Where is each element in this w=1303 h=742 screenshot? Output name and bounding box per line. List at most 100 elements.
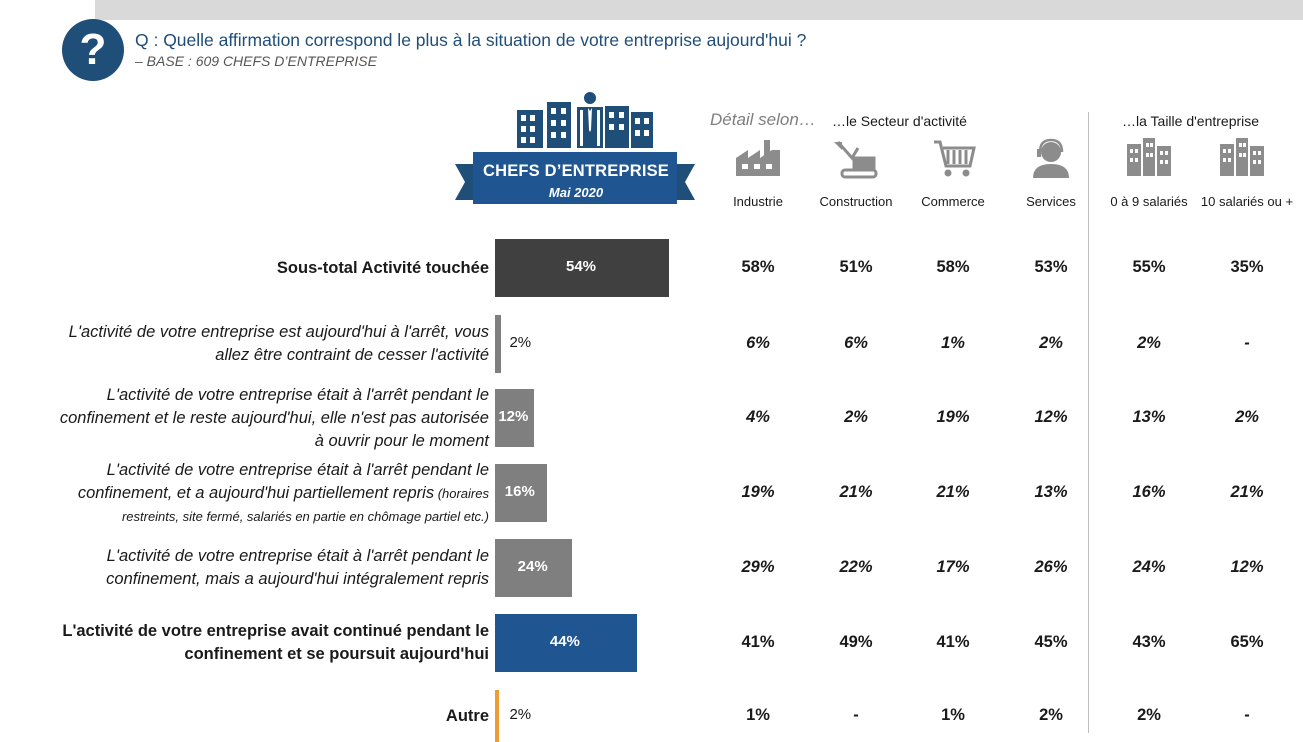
row-label: L'activité de votre entreprise était à l… <box>0 384 489 453</box>
bar-value-label: 2% <box>509 334 532 351</box>
row-label-line: L'activité de votre entreprise est aujou… <box>68 323 489 341</box>
shopping-cart-icon <box>934 140 976 177</box>
group-sector-label: …le Secteur d'activité <box>832 113 967 129</box>
table-cell: 2% <box>1039 334 1063 352</box>
table-cell: 1% <box>941 706 965 724</box>
badge-title: CHEFS D’ENTREPRISE <box>482 162 670 180</box>
bar <box>495 464 547 522</box>
headset-person-icon <box>1033 138 1069 178</box>
table-cell: 2% <box>1137 334 1161 352</box>
table-cell: 13% <box>1034 483 1068 501</box>
column-header-small-size: 0 à 9 salariés <box>1110 194 1188 209</box>
excavator-icon <box>834 141 878 179</box>
column-header-industrie: Industrie <box>733 194 783 209</box>
bar <box>495 389 534 447</box>
table-cell: 35% <box>1230 258 1264 276</box>
row-label-line: L'activité de votre entreprise avait con… <box>62 622 489 640</box>
table-cell: 2% <box>844 408 868 426</box>
table-cell: 58% <box>936 258 970 276</box>
bar-value-label: 54% <box>566 258 597 275</box>
table-cell: 26% <box>1034 558 1068 576</box>
building-icon <box>1127 138 1171 176</box>
table-cell: 41% <box>741 633 775 651</box>
bar-value-label: 44% <box>549 633 580 650</box>
column-header-commerce: Commerce <box>921 194 985 209</box>
table-cell: 41% <box>936 633 970 651</box>
row-label: L'activité de votre entreprise est aujou… <box>0 321 489 367</box>
bar-value-label: 24% <box>517 558 548 575</box>
table-cell: 17% <box>936 558 970 576</box>
badge-subtitle: Mai 2020 <box>548 185 604 200</box>
row-label-line: à ouvrir pour le moment <box>314 431 489 450</box>
row-label: L'activité de votre entreprise était à l… <box>0 545 489 591</box>
detail-label: Détail selon… <box>710 110 816 129</box>
table-cell: 22% <box>839 558 873 576</box>
table-cell: 1% <box>941 334 965 352</box>
table-cell: 2% <box>1137 706 1161 724</box>
row-label: L'activité de votre entreprise avait con… <box>0 620 489 666</box>
table-cell: 19% <box>741 483 775 501</box>
row-label-line: confinement, mais a aujourd'hui intégral… <box>106 570 489 588</box>
table-cell: 6% <box>844 334 868 352</box>
question-mark-icon: ? <box>62 19 124 81</box>
bar-value-label: 16% <box>504 483 535 500</box>
table-cell: 6% <box>746 334 770 352</box>
column-header-services: Services <box>1026 194 1076 209</box>
table-cell: 21% <box>839 483 873 501</box>
table-cell: 58% <box>741 258 775 276</box>
bar-value-label: 2% <box>509 706 532 723</box>
factory-icon <box>736 140 780 176</box>
table-cell: 51% <box>839 258 873 276</box>
table-cell: 29% <box>741 558 775 576</box>
bar-value-label: 12% <box>498 408 529 425</box>
table-cell: 4% <box>746 408 770 426</box>
table-cell: 55% <box>1132 258 1166 276</box>
bar <box>495 690 499 742</box>
table-cell: - <box>1244 334 1250 352</box>
bar <box>495 239 669 297</box>
table-cell: 2% <box>1039 706 1063 724</box>
table-cell: 21% <box>1230 483 1264 501</box>
column-separator <box>1088 112 1089 733</box>
table-cell: - <box>1244 706 1250 724</box>
table-cell: 24% <box>1132 558 1166 576</box>
table-cell: 21% <box>936 483 970 501</box>
row-label-line: Autre <box>445 706 489 725</box>
bar <box>495 539 573 597</box>
table-cell: 45% <box>1034 633 1068 651</box>
bar <box>495 315 502 373</box>
base-text: – BASE : 609 CHEFS D’ENTREPRISE <box>135 53 377 69</box>
question-text: Q : Quelle affirmation correspond le plu… <box>135 30 807 50</box>
row-label: Autre <box>0 705 489 728</box>
row-label: Sous-total Activité touchée <box>0 257 489 280</box>
table-cell: 49% <box>839 633 873 651</box>
table-cell: 13% <box>1132 408 1166 426</box>
row-label-note: (horaires <box>434 485 489 501</box>
table-cell: 19% <box>936 408 970 426</box>
row-label-note: restreints, site fermé, salariés en part… <box>121 508 489 524</box>
building-icon <box>1220 138 1264 176</box>
table-cell: 2% <box>1235 408 1259 426</box>
business-building-icon <box>455 92 695 204</box>
column-header-construction: Construction <box>819 194 893 209</box>
row-label-line: confinement, et a aujourd'hui partiellem… <box>77 483 435 502</box>
table-cell: 53% <box>1034 258 1068 276</box>
table-cell: 12% <box>1034 408 1068 426</box>
top-banner <box>95 0 1303 20</box>
row-label: L'activité de votre entreprise était à l… <box>0 459 489 528</box>
bar <box>495 614 637 672</box>
table-cell: - <box>853 706 859 724</box>
table-cell: 43% <box>1132 633 1166 651</box>
row-label-line: L'activité de votre entreprise était à l… <box>106 460 489 479</box>
row-label-line: Sous-total Activité touchée <box>276 258 489 277</box>
row-label-line: L'activité de votre entreprise était à l… <box>106 547 489 565</box>
row-label-line: confinement et le reste aujourd'hui, ell… <box>59 408 489 427</box>
table-cell: 1% <box>746 706 770 724</box>
row-label-line: confinement et se poursuit aujourd'hui <box>184 645 489 663</box>
column-header-large-size: 10 salariés ou + <box>1200 194 1294 209</box>
row-label-line: L'activité de votre entreprise était à l… <box>106 385 489 404</box>
table-cell: 16% <box>1132 483 1166 501</box>
table-cell: 65% <box>1230 633 1264 651</box>
group-size-label: …la Taille d'entreprise <box>1122 113 1260 129</box>
row-label-line: allez être contraint de cesser l'activit… <box>215 346 489 364</box>
